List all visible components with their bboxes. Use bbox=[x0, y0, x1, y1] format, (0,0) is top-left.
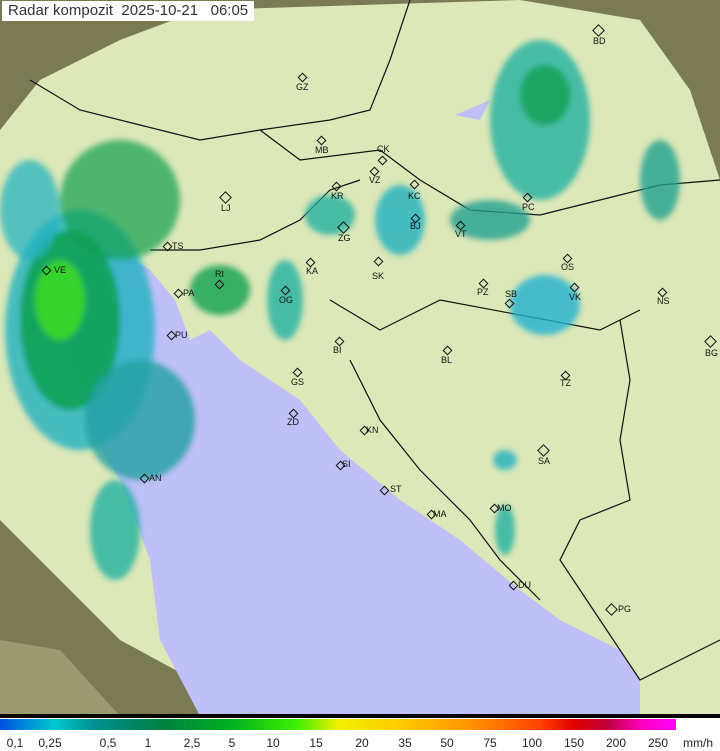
city-label-vt: VT bbox=[455, 229, 467, 239]
legend-label: 10 bbox=[266, 736, 280, 750]
legend-label: 0,1 bbox=[6, 736, 24, 750]
city-label-st: ST bbox=[390, 484, 402, 494]
lake bbox=[455, 100, 490, 120]
city-label-sk: SK bbox=[372, 271, 385, 281]
city-label-mo: MO bbox=[497, 503, 512, 513]
precipitation-color-scale bbox=[0, 719, 676, 730]
city-label-vk: VK bbox=[569, 292, 582, 302]
city-label-pg: PG bbox=[618, 604, 632, 614]
city-label-bi: BI bbox=[333, 345, 342, 355]
city-label-ts: TS bbox=[172, 241, 184, 251]
city-label-bg: BG bbox=[705, 348, 719, 358]
sea bbox=[60, 250, 640, 716]
legend-label: 2,5 bbox=[183, 736, 201, 750]
city-label-pa: PA bbox=[183, 288, 195, 298]
city-label-kc: KC bbox=[408, 191, 421, 201]
legend-unit: mm/h bbox=[683, 736, 713, 750]
bottom-left-land bbox=[0, 640, 120, 716]
city-label-lj: LJ bbox=[221, 203, 231, 213]
city-label-ve: VE bbox=[54, 265, 67, 275]
city-label-gz: GZ bbox=[296, 82, 309, 92]
city-label-ck: CK bbox=[377, 144, 390, 154]
city-label-bd: BD bbox=[593, 36, 606, 46]
city-label-kr: KR bbox=[331, 191, 344, 201]
city-label-mb: MB bbox=[315, 145, 329, 155]
city-label-os: OS bbox=[561, 262, 575, 272]
legend-label: 15 bbox=[309, 736, 323, 750]
city-label-zg: ZG bbox=[338, 233, 351, 243]
city-label-og: OG bbox=[279, 295, 294, 305]
legend-label: 1 bbox=[144, 736, 152, 750]
city-label-gs: GS bbox=[291, 377, 305, 387]
city-label-an: AN bbox=[149, 473, 162, 483]
city-label-si: SI bbox=[342, 459, 351, 469]
legend-label: 150 bbox=[563, 736, 585, 750]
legend-label: 0,25 bbox=[38, 736, 62, 750]
city-label-pu: PU bbox=[175, 330, 188, 340]
legend-label: 20 bbox=[355, 736, 369, 750]
city-label-tz: TZ bbox=[560, 378, 571, 388]
city-label-sb: SB bbox=[505, 289, 518, 299]
legend-label: 75 bbox=[483, 736, 497, 750]
city-label-ri: RI bbox=[215, 269, 224, 279]
legend-label: 250 bbox=[647, 736, 669, 750]
legend-label: 200 bbox=[605, 736, 627, 750]
legend-label: 0,5 bbox=[99, 736, 117, 750]
legend-label: 5 bbox=[228, 736, 236, 750]
city-label-pz: PZ bbox=[477, 287, 489, 297]
legend-label: 35 bbox=[398, 736, 412, 750]
city-label-bj: BJ bbox=[410, 221, 421, 231]
city-label-ns: NS bbox=[657, 296, 670, 306]
city-label-ma: MA bbox=[433, 509, 447, 519]
legend-label: 100 bbox=[521, 736, 543, 750]
city-label-zd: ZD bbox=[287, 417, 299, 427]
city-label-vz: VZ bbox=[369, 175, 381, 185]
legend-label: 50 bbox=[440, 736, 454, 750]
city-label-ka: KA bbox=[306, 266, 319, 276]
city-label-bl: BL bbox=[441, 355, 453, 365]
city-label-pc: PC bbox=[522, 202, 535, 212]
radar-echoes bbox=[0, 40, 680, 580]
map-title: Radar kompozit 2025-10-21 06:05 bbox=[2, 1, 255, 21]
radar-map bbox=[0, 0, 720, 716]
city-label-du: DU bbox=[518, 580, 531, 590]
city-label-sa: SA bbox=[538, 456, 551, 466]
city-label-kn: KN bbox=[366, 425, 379, 435]
legend-divider bbox=[0, 714, 720, 718]
